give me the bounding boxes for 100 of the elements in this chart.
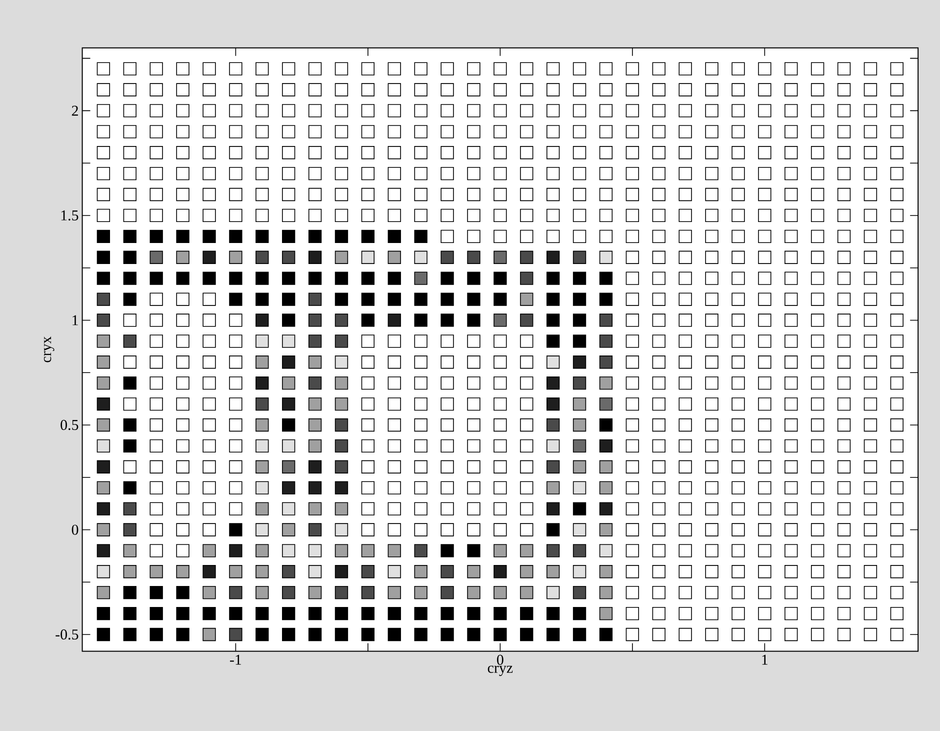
point (678, 230, 692, 243)
point (96, 397, 110, 411)
point (467, 188, 480, 202)
point (96, 565, 110, 578)
point (626, 376, 640, 390)
point (705, 83, 718, 96)
point (678, 544, 692, 558)
point (334, 376, 348, 390)
point (546, 83, 560, 96)
point (837, 356, 851, 369)
point (678, 586, 692, 600)
point (282, 460, 296, 474)
point (414, 146, 428, 160)
point (599, 83, 613, 96)
point (837, 62, 851, 76)
point (678, 418, 692, 432)
point (678, 439, 692, 453)
point (599, 628, 613, 642)
point (705, 62, 718, 76)
point (520, 230, 534, 243)
point (414, 104, 428, 118)
y-axis-title: cryx (44, 336, 54, 362)
point (150, 565, 163, 578)
point (96, 628, 110, 642)
point (705, 544, 718, 558)
point (810, 146, 824, 160)
point (440, 272, 454, 285)
point (123, 544, 136, 558)
point (256, 272, 269, 285)
point (256, 83, 269, 96)
point (494, 62, 507, 76)
point (810, 314, 824, 327)
point (784, 376, 798, 390)
point (176, 628, 190, 642)
point (440, 188, 454, 202)
point (546, 166, 560, 180)
point (202, 397, 216, 411)
point (150, 188, 163, 202)
point (467, 523, 480, 536)
point (176, 208, 190, 222)
point (732, 481, 745, 494)
point (705, 208, 718, 222)
point (890, 439, 904, 453)
y-tick-label: 1.5 (61, 210, 78, 220)
point (784, 586, 798, 600)
point (890, 544, 904, 558)
point (256, 586, 269, 600)
point (520, 125, 534, 138)
point (626, 146, 640, 160)
point (758, 250, 772, 264)
point (388, 460, 401, 474)
point (467, 125, 480, 138)
point (282, 356, 296, 369)
point (414, 606, 428, 620)
point (308, 314, 322, 327)
point (96, 334, 110, 348)
point (202, 418, 216, 432)
point (837, 208, 851, 222)
point (626, 104, 640, 118)
point (467, 146, 480, 160)
point (440, 230, 454, 243)
point (546, 376, 560, 390)
point (388, 397, 401, 411)
point (494, 606, 507, 620)
point (758, 523, 772, 536)
point (256, 188, 269, 202)
point (890, 523, 904, 536)
point (758, 418, 772, 432)
point (864, 565, 878, 578)
point (282, 146, 296, 160)
point (864, 83, 878, 96)
point (150, 146, 163, 160)
point (890, 83, 904, 96)
point (334, 397, 348, 411)
point (626, 481, 640, 494)
point (256, 460, 269, 474)
point (282, 628, 296, 642)
point (626, 397, 640, 411)
point (334, 565, 348, 578)
point (308, 125, 322, 138)
point (123, 146, 136, 160)
point (361, 208, 375, 222)
x-tick-label: 0 (497, 654, 504, 665)
point (202, 376, 216, 390)
point (96, 356, 110, 369)
point (229, 104, 242, 118)
point (784, 83, 798, 96)
point (229, 565, 242, 578)
point (732, 418, 745, 432)
point (494, 376, 507, 390)
point (572, 376, 586, 390)
point (494, 83, 507, 96)
point (732, 208, 745, 222)
point (758, 586, 772, 600)
point (388, 586, 401, 600)
point (123, 62, 136, 76)
point (494, 481, 507, 494)
point (652, 314, 666, 327)
point (123, 83, 136, 96)
point (388, 62, 401, 76)
